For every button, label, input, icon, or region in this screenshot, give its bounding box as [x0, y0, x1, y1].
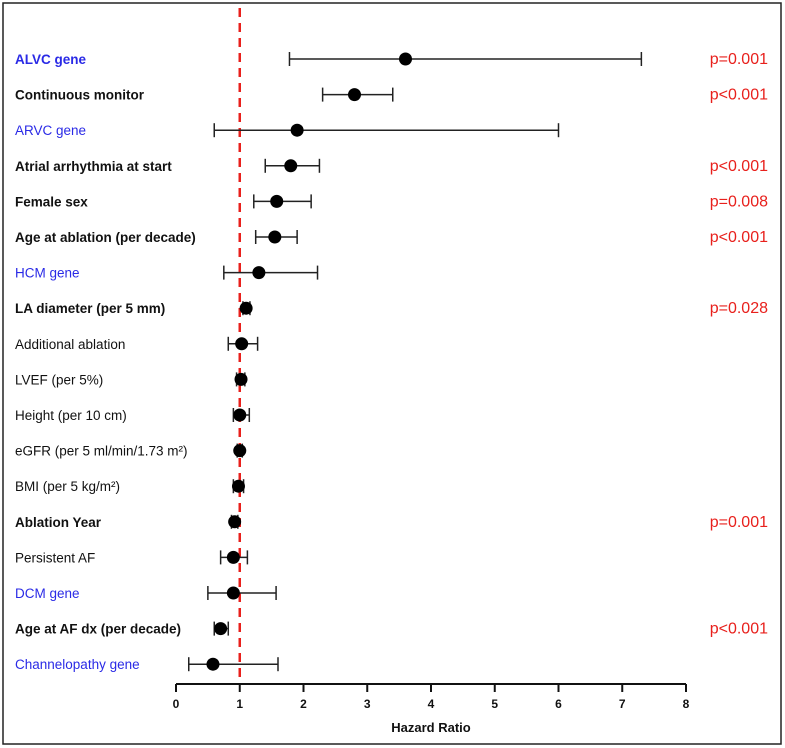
- p-value: p=0.001: [710, 51, 768, 68]
- hazard-ratio-point: [228, 515, 242, 529]
- hazard-ratio-point: [252, 266, 266, 280]
- x-tick-label: 5: [491, 697, 498, 711]
- row-label: LVEF (per 5%): [15, 372, 103, 387]
- x-tick-label: 0: [173, 697, 180, 711]
- x-axis-label: Hazard Ratio: [391, 720, 471, 735]
- hazard-ratio-point: [234, 372, 248, 386]
- hazard-ratio-point: [348, 88, 361, 102]
- x-tick-label: 1: [236, 697, 243, 711]
- row-label: Continuous monitor: [15, 88, 145, 103]
- p-value: p<0.001: [710, 158, 768, 175]
- x-tick-label: 8: [683, 697, 690, 711]
- p-value: p<0.001: [710, 87, 768, 104]
- x-tick-label: 3: [364, 697, 371, 711]
- p-value: p=0.008: [710, 193, 768, 210]
- row-label: BMI (per 5 kg/m²): [15, 479, 120, 494]
- p-value: p=0.028: [710, 300, 768, 317]
- row-label: Female sex: [15, 194, 88, 209]
- x-tick-label: 2: [300, 697, 307, 711]
- row-label: HCM gene: [15, 266, 80, 281]
- hazard-ratio-point: [226, 550, 240, 564]
- row-label: Age at AF dx (per decade): [15, 622, 181, 637]
- row-label: ARVC gene: [15, 123, 86, 138]
- hazard-ratio-point: [239, 301, 253, 315]
- row-label: Additional ablation: [15, 337, 125, 352]
- hazard-ratio-point: [206, 657, 220, 671]
- hazard-ratio-point: [231, 479, 245, 493]
- row-label: Persistent AF: [15, 550, 95, 565]
- row-label: LA diameter (per 5 mm): [15, 301, 165, 316]
- row-label: Age at ablation (per decade): [15, 230, 196, 245]
- row-label: Ablation Year: [15, 515, 102, 530]
- p-value: p<0.001: [710, 229, 768, 246]
- hazard-ratio-point: [268, 230, 282, 244]
- p-value: p<0.001: [710, 621, 768, 638]
- row-label: eGFR (per 5 ml/min/1.73 m²): [15, 444, 188, 459]
- hazard-ratio-point: [290, 123, 304, 137]
- row-label: DCM gene: [15, 586, 80, 601]
- x-tick-label: 4: [428, 697, 435, 711]
- hazard-ratio-point: [226, 586, 240, 600]
- hazard-ratio-point: [284, 159, 298, 173]
- hazard-ratio-point: [399, 52, 412, 66]
- hazard-ratio-point: [233, 408, 247, 422]
- row-label: Channelopathy gene: [15, 657, 140, 672]
- p-value: p=0.001: [710, 514, 768, 531]
- hazard-ratio-point: [233, 444, 247, 458]
- row-label: Atrial arrhythmia at start: [15, 159, 172, 174]
- hazard-ratio-point: [214, 622, 228, 636]
- x-tick-label: 7: [619, 697, 626, 711]
- row-label: Height (per 10 cm): [15, 408, 127, 423]
- hazard-ratio-point: [270, 194, 284, 208]
- x-tick-label: 6: [555, 697, 562, 711]
- row-label: ALVC gene: [15, 52, 86, 67]
- hazard-ratio-point: [235, 337, 249, 351]
